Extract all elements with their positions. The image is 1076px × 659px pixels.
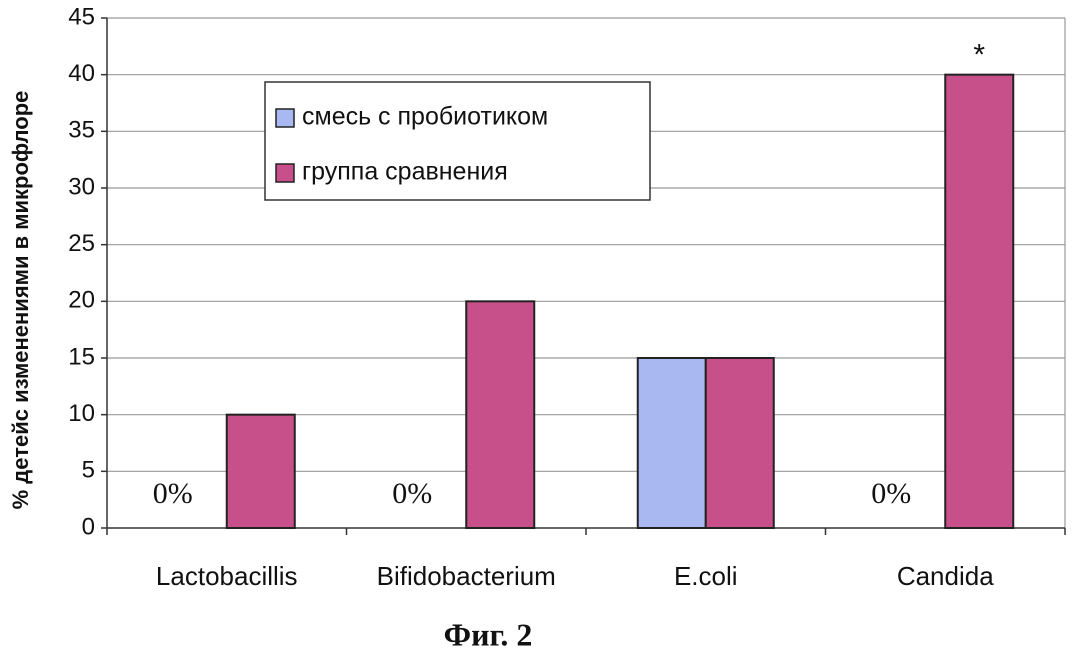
- value-label: 0%: [392, 477, 432, 510]
- caption: Фиг. 2: [444, 616, 533, 652]
- x-tick-label: Bifidobacterium: [377, 561, 556, 591]
- bar: [638, 358, 706, 528]
- y-tick-label: 40: [68, 60, 95, 87]
- y-tick-label: 25: [68, 230, 95, 257]
- bar: [466, 301, 534, 528]
- legend-swatch: [276, 109, 294, 127]
- legend-label: смесь с пробиотиком: [302, 103, 548, 131]
- bar: [227, 415, 295, 528]
- y-tick-label: 0: [82, 513, 95, 540]
- y-tick-label: 15: [68, 343, 95, 370]
- value-label: 0%: [871, 477, 911, 510]
- legend-label: группа сравнения: [302, 158, 508, 186]
- bar: [945, 75, 1013, 528]
- legend-swatch: [276, 164, 294, 182]
- y-tick-label: 35: [68, 117, 95, 144]
- y-tick-label: 20: [68, 287, 95, 314]
- annotation: *: [973, 39, 985, 72]
- x-tick-label: E.coli: [674, 561, 738, 591]
- y-axis-title: % детейс изменениями в микрофлоре: [8, 91, 33, 510]
- y-tick-label: 45: [68, 3, 95, 30]
- value-label: 0%: [153, 477, 193, 510]
- x-tick-label: Candida: [897, 561, 994, 591]
- y-tick-label: 30: [68, 173, 95, 200]
- y-tick-label: 10: [68, 400, 95, 427]
- y-tick-label: 5: [82, 457, 95, 484]
- x-tick-label: Lactobacillis: [156, 561, 298, 591]
- bar: [706, 358, 774, 528]
